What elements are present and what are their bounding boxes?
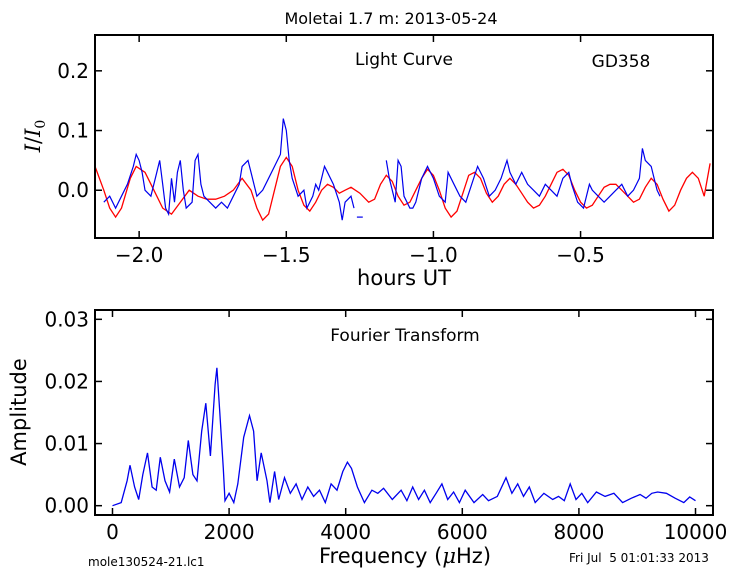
fourier-xtick-label: 10000 xyxy=(664,520,728,544)
fourier-xtick-label: 4000 xyxy=(320,520,371,544)
fourier-ticks: 0 2000 4000 6000 8000 10000 0.00 0.01 0.02 0.03 xyxy=(44,307,727,544)
light-curve-lines xyxy=(95,118,711,222)
fourier-axes-frame xyxy=(94,309,714,516)
ylabel-separator: / xyxy=(21,136,45,144)
ylabel-variable-denominator: I xyxy=(21,128,45,138)
fourier-ytick-label: 0.00 xyxy=(44,494,89,518)
fourier-xtick-label: 2000 xyxy=(204,520,255,544)
light-curve-ytick-label: 0.1 xyxy=(57,119,89,143)
ylabel-subscript: 0 xyxy=(33,120,49,129)
fourier-xlabel: Frequency (μHz) xyxy=(319,544,491,568)
light-curve-title: Light Curve xyxy=(355,50,453,70)
light-curve-xtick-label: −1.0 xyxy=(409,243,458,267)
fourier-xlabel-suffix: Hz) xyxy=(456,544,491,568)
fourier-ytick-label: 0.02 xyxy=(44,369,89,393)
fourier-panel: 0 2000 4000 6000 8000 10000 0.00 0.01 0.02 0.03 F… xyxy=(7,307,727,568)
light-curve-fit-line xyxy=(95,156,711,222)
ylabel-variable: I xyxy=(21,143,45,153)
fourier-plot-area xyxy=(112,367,696,507)
light-curve-xtick-label: −1.5 xyxy=(262,243,311,267)
light-curve-data-segment-2 xyxy=(385,148,661,210)
light-curve-ytick-label: 0.2 xyxy=(57,59,89,83)
light-curve-xtick-label: −0.5 xyxy=(556,243,605,267)
fourier-ytick-label: 0.01 xyxy=(44,432,89,456)
fourier-ytick-label: 0.03 xyxy=(44,307,89,331)
fourier-ylabel: Amplitude xyxy=(7,358,31,466)
light-curve-xtick-label: −2.0 xyxy=(115,243,164,267)
fourier-xtick-label: 8000 xyxy=(553,520,604,544)
light-curve-annotation: GD358 xyxy=(592,52,651,72)
light-curve-plot-area xyxy=(95,118,711,222)
fourier-xtick-label: 6000 xyxy=(437,520,488,544)
light-curve-xlabel: hours UT xyxy=(357,266,451,290)
figure-title: Moletai 1.7 m: 2013-05-24 xyxy=(284,9,497,28)
light-curve-ytick-label: 0.0 xyxy=(57,178,89,202)
light-curve-axes-frame xyxy=(94,34,714,239)
footer-timestamp: Fri Jul 5 01:01:33 2013 xyxy=(569,551,709,565)
fourier-title: Fourier Transform xyxy=(330,326,479,346)
light-curve-ylabel: I/I0 xyxy=(21,120,49,154)
fourier-xtick-label: 0 xyxy=(106,520,119,544)
fourier-lines xyxy=(112,367,696,507)
light-curve-ticks: −2.0 −1.5 −1.0 −0.5 0.0 0.1 0.2 xyxy=(57,35,713,267)
light-curve-data-segment-0 xyxy=(103,118,355,221)
footer-filename: mole130524-21.lc1 xyxy=(88,555,205,569)
fourier-amplitude-line xyxy=(112,367,696,507)
light-curve-panel: −2.0 −1.5 −1.0 −0.5 0.0 0.1 0.2 Light Curve GD… xyxy=(21,34,714,290)
fourier-xlabel-prefix: Frequency ( xyxy=(319,544,442,568)
fourier-xlabel-symbol: μ xyxy=(442,544,456,568)
